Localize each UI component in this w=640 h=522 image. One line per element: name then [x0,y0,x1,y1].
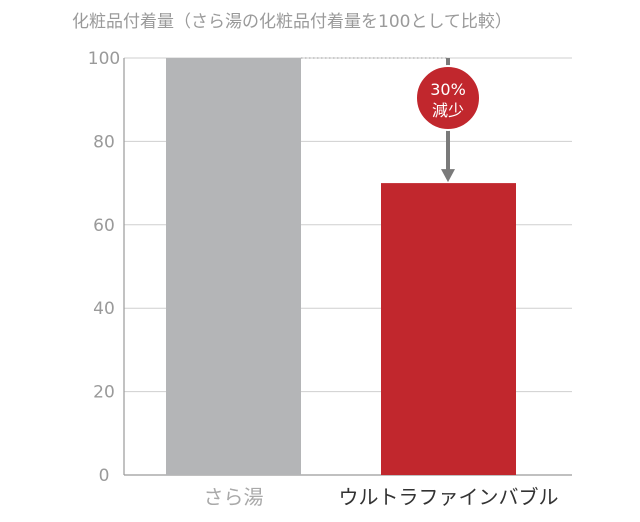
badge-percent: 30% [430,80,466,99]
y-tick-label: 40 [93,299,115,319]
y-tick-label: 20 [93,383,115,403]
reduction-badge [415,65,481,131]
chart-title: 化粧品付着量（さら湯の化粧品付着量を100として比較） [72,12,512,32]
arrow-head [441,169,455,183]
y-tick-label: 100 [88,49,120,69]
y-tick-label: 60 [93,216,115,236]
y-tick-label: 0 [99,466,110,486]
y-tick-label: 80 [93,132,115,152]
badge-label: 減少 [432,101,464,120]
reduction-annotation: 30% 減少 [301,57,481,183]
x-axis-labels: さら湯 ウルトラファインバブル [204,485,559,509]
y-axis-ticks: 0 20 40 60 80 100 [88,49,120,486]
bars [166,58,516,475]
category-label-2: ウルトラファインバブル [339,485,559,509]
bar-2 [381,183,516,475]
bar-1 [166,58,301,475]
category-label-1: さら湯 [204,485,264,509]
